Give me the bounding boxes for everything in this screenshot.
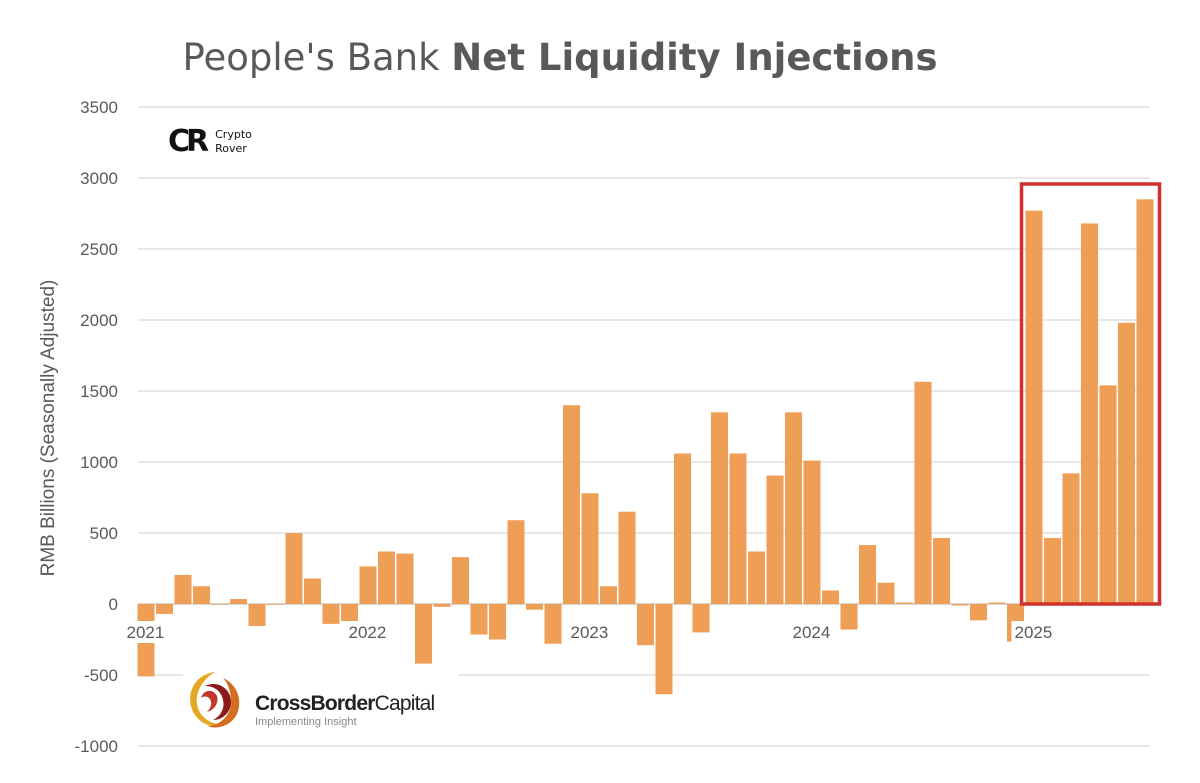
bar-2022-11 — [544, 604, 562, 644]
bar-2024-11 — [988, 602, 1006, 604]
y-axis-label: RMB Billions (Seasonally Adjusted) — [38, 280, 59, 577]
bar-2022-09 — [507, 520, 525, 604]
bar-2021-07 — [248, 604, 266, 627]
bar-2024-06 — [896, 602, 913, 604]
bar-2022-07 — [470, 604, 488, 635]
bar-2023-11 — [766, 475, 784, 604]
gridlines — [138, 106, 1150, 747]
bar-2024-10 — [970, 604, 987, 621]
x-tick-label: 2024 — [793, 623, 831, 642]
y-tick-label: 0 — [109, 595, 118, 614]
bar-2023-12 — [785, 412, 802, 604]
crossborder-swirl-icon — [190, 672, 240, 728]
x-tick-label-bg — [345, 621, 394, 643]
y-tick-label: 3000 — [80, 169, 118, 188]
bar-2023-01 — [581, 493, 599, 604]
bar-2022-12 — [563, 405, 580, 604]
bar-2021-11 — [322, 604, 340, 624]
title-bold: Net Liquidity Injections — [451, 36, 938, 79]
y-tick-label: 1500 — [80, 382, 118, 401]
bar-2021-03 — [174, 574, 192, 604]
bar-2024-02 — [822, 590, 839, 604]
x-tick-label: 2025 — [1015, 623, 1053, 642]
bar-2021-12 — [341, 604, 358, 622]
x-tick-label: 2021 — [127, 623, 165, 642]
chart-title: People's Bank Net Liquidity Injections — [0, 36, 1120, 79]
bar-2022-08 — [489, 604, 506, 640]
bar-2022-02 — [378, 551, 395, 604]
crypto-rover-mark: CR — [168, 124, 209, 159]
crossborder-tagline: Implementing Insight — [255, 716, 357, 728]
bar-2023-05 — [655, 604, 673, 695]
bar-2021-04 — [193, 586, 210, 604]
crossborder-name-bold: CrossBorder — [255, 692, 375, 715]
bar-2023-09 — [729, 453, 747, 604]
bar-2025-02 — [1044, 537, 1061, 604]
x-tick-label-bg — [789, 621, 838, 643]
bar-2024-08 — [933, 537, 950, 604]
y-tick-label: -1000 — [75, 737, 118, 756]
bar-2022-06 — [452, 557, 469, 604]
crossborder-capital-logo: CrossBorderCapital Implementing Insight — [183, 668, 458, 738]
x-tick-label-bg — [1011, 621, 1060, 643]
title-regular: People's Bank — [182, 36, 452, 79]
y-tick-label: -500 — [84, 666, 118, 685]
y-tick-label: 3500 — [80, 98, 118, 117]
y-tick-label: 2000 — [80, 311, 118, 330]
bar-2024-03 — [840, 604, 858, 630]
bar-2024-04 — [859, 545, 876, 604]
bar-2021-09 — [285, 533, 303, 604]
crossborder-name-regular: Capital — [374, 692, 436, 715]
bar-2024-09 — [951, 604, 969, 606]
bar-2022-05 — [433, 604, 451, 607]
bar-2023-02 — [600, 586, 617, 604]
bar-2025-07 — [1136, 199, 1154, 605]
x-tick-label: 2022 — [349, 623, 387, 642]
bar-2024-05 — [877, 582, 895, 604]
bar-2021-08 — [267, 604, 284, 605]
bar-2023-07 — [692, 604, 710, 633]
bar-2022-03 — [396, 553, 414, 604]
bar-2022-10 — [526, 604, 543, 610]
bar-2022-01 — [359, 566, 377, 604]
bar-2023-06 — [674, 453, 691, 604]
y-tick-label: 2500 — [80, 240, 118, 259]
crypto-rover-logo: CR Crypto Rover — [168, 127, 252, 157]
bar-2023-10 — [748, 551, 765, 604]
x-tick-label-bg — [123, 621, 172, 643]
bar-2022-04 — [415, 604, 432, 664]
bar-2023-08 — [711, 412, 728, 604]
x-tick-label: 2023 — [571, 623, 609, 642]
bar-2025-01 — [1025, 210, 1043, 604]
bar-2024-01 — [803, 460, 821, 604]
bar-2025-03 — [1062, 473, 1080, 604]
bar-2023-04 — [637, 604, 654, 646]
crypto-rover-line2: Rover — [215, 142, 247, 155]
bar-2021-02 — [156, 604, 173, 614]
y-axis-ticks: 3500 3000 2500 2000 1500 1000 500 0 -500 -1000 — [75, 98, 118, 756]
bar-2023-03 — [618, 511, 636, 604]
bar-2021-06 — [230, 599, 247, 604]
bar-2025-04 — [1081, 223, 1098, 604]
x-axis-ticks: 2021 2022 2023 2024 2025 — [123, 621, 1060, 643]
bar-2021-10 — [304, 578, 321, 604]
highlight-box — [1019, 182, 1162, 606]
bar-2024-07 — [914, 381, 932, 604]
highlight-rect — [1019, 182, 1162, 606]
bars — [137, 199, 1154, 695]
y-tick-label: 500 — [90, 524, 118, 543]
bar-2025-05 — [1099, 385, 1117, 604]
bar-2021-05 — [211, 604, 229, 605]
crypto-rover-line1: Crypto — [215, 128, 252, 141]
bar-2025-06 — [1118, 322, 1135, 604]
y-tick-label: 1000 — [80, 453, 118, 472]
x-tick-label-bg — [567, 621, 616, 643]
